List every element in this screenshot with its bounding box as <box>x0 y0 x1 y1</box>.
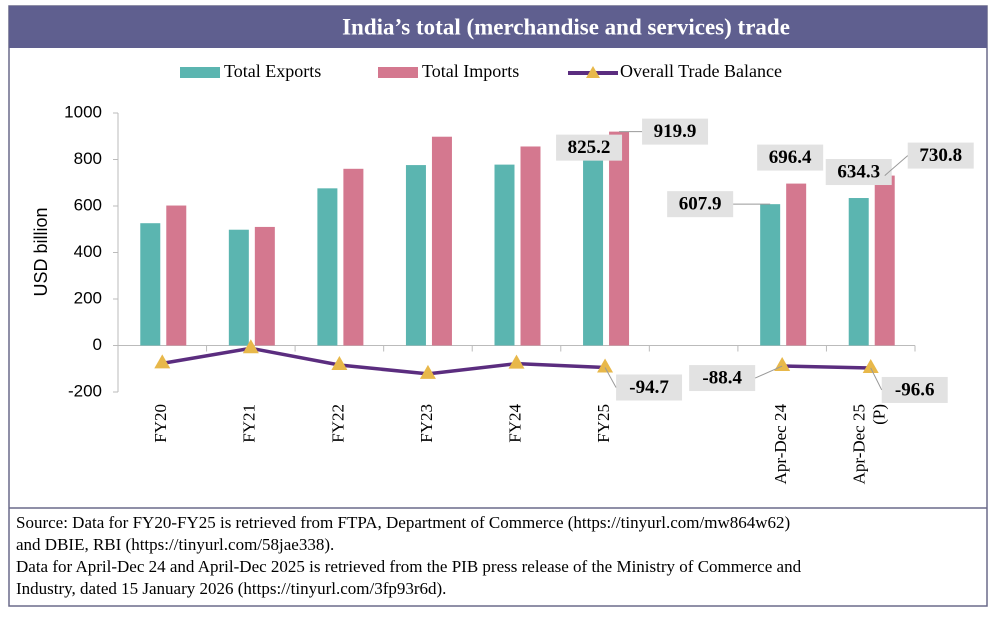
data-label: -96.6 <box>895 379 935 400</box>
x-tick-label-line: Apr-Dec 25 <box>850 404 869 484</box>
x-tick-label: FY20 <box>151 404 170 443</box>
data-label-box <box>667 191 734 218</box>
line-marker <box>862 358 879 373</box>
data-label-box <box>616 374 683 401</box>
x-tick-label: Apr-Dec 24 <box>771 404 790 485</box>
data-label-box <box>556 134 623 161</box>
x-tick-label: Apr-Dec 25(P) <box>850 404 889 484</box>
bar <box>317 188 338 346</box>
leader-line <box>754 365 783 379</box>
line-marker <box>331 356 348 371</box>
chart-title: India’s total (merchandise and services)… <box>342 14 790 39</box>
x-tick-label: FY21 <box>240 404 259 443</box>
legend-label: Total Imports <box>422 61 519 81</box>
balance-line <box>161 346 871 376</box>
y-tick-label: 1000 <box>64 102 102 121</box>
bar <box>874 175 895 346</box>
legend-label: Overall Trade Balance <box>620 61 782 81</box>
bar <box>254 226 275 346</box>
data-label-box <box>907 142 974 169</box>
x-tick-label-line: (P) <box>870 404 889 425</box>
x-tick-label: FY25 <box>594 404 613 443</box>
y-tick-label: 200 <box>74 288 102 307</box>
y-tick-label: 400 <box>74 242 102 261</box>
bar <box>609 131 630 346</box>
line-marker <box>508 354 525 369</box>
x-tick-label: FY23 <box>417 404 436 443</box>
y-tick-label: 800 <box>74 149 102 168</box>
bar <box>786 183 807 346</box>
bar <box>405 165 426 346</box>
legend-swatch <box>180 67 220 78</box>
data-label: -94.7 <box>629 377 669 398</box>
title-bar <box>9 6 987 48</box>
data-label-box <box>757 144 824 171</box>
data-label-box <box>642 118 709 145</box>
bar <box>848 198 869 346</box>
y-tick-label: -200 <box>68 381 102 400</box>
data-label: 825.2 <box>568 137 611 158</box>
y-tick-label: 0 <box>93 335 102 354</box>
bar <box>760 204 781 346</box>
leader-line <box>604 367 617 388</box>
bar <box>520 146 541 346</box>
leader-line <box>884 155 909 176</box>
line-marker <box>154 354 171 369</box>
bar <box>494 164 515 346</box>
data-label-box <box>881 376 948 403</box>
x-tick-label: FY22 <box>328 404 347 443</box>
legend-label: Total Exports <box>224 61 321 81</box>
legend-swatch <box>378 67 418 78</box>
data-label: 696.4 <box>769 147 812 168</box>
line-marker <box>597 358 614 373</box>
data-label: -88.4 <box>702 367 742 388</box>
leader-line <box>870 367 883 391</box>
line-marker <box>419 364 436 379</box>
bar <box>583 153 604 346</box>
source-line: Data for April-Dec 24 and April-Dec 2025… <box>16 557 802 576</box>
bar <box>228 229 249 346</box>
data-label-box <box>825 159 892 186</box>
data-label: 607.9 <box>679 194 722 215</box>
source-line: Industry, dated 15 January 2026 (https:/… <box>16 579 446 598</box>
legend-marker <box>586 66 600 78</box>
line-marker <box>242 339 259 354</box>
data-label: 634.3 <box>837 161 880 182</box>
bar <box>140 223 161 346</box>
y-axis-title: USD billion <box>31 207 51 296</box>
bar <box>166 205 187 346</box>
source-line: and DBIE, RBI (https://tinyurl.com/58jae… <box>16 535 334 554</box>
bar <box>343 168 364 346</box>
y-tick-label: 600 <box>74 195 102 214</box>
data-label-box <box>689 365 756 392</box>
data-label: 919.9 <box>654 121 697 142</box>
x-tick-label: FY24 <box>505 404 524 443</box>
bar <box>431 136 452 346</box>
source-line: Source: Data for FY20-FY25 is retrieved … <box>16 513 790 532</box>
data-label: 730.8 <box>919 145 962 166</box>
